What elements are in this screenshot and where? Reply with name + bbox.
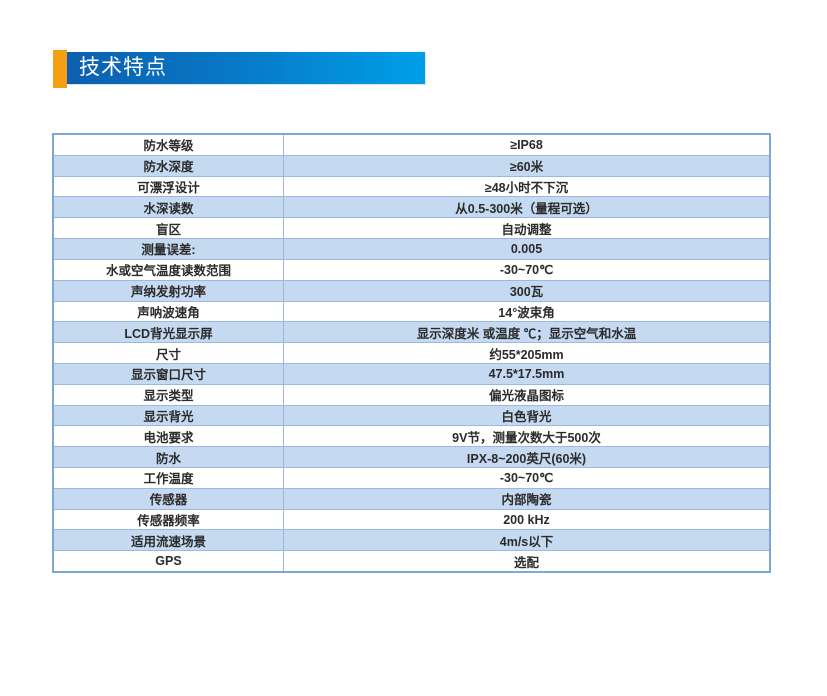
table-row: GPS 选配 (54, 551, 769, 572)
table-row: 显示窗口尺寸 47.5*17.5mm (54, 363, 769, 385)
spec-label-cell: 水深读数 (54, 197, 284, 218)
spec-label-cell: 尺寸 (54, 343, 284, 363)
spec-value-cell: ≥IP68 (510, 137, 543, 152)
spec-value-cell: 选配 (513, 555, 539, 570)
spec-label-cell: 显示背光 (54, 405, 284, 426)
spec-label-cell: 防水等级 (54, 135, 284, 155)
spec-label-cell: 盲区 (54, 218, 284, 239)
table-row: 防水等级 ≥IP68 (54, 135, 769, 156)
table-row: 声呐波速角 14°波束角 (54, 301, 769, 323)
table-row: 尺寸 约55*205mm (54, 343, 769, 364)
spec-label-cell: 测量误差: (54, 239, 284, 259)
spec-label-cell: 适用流速场景 (54, 530, 284, 551)
table-row: 可漂浮设计 ≥48小时不下沉 (54, 176, 769, 198)
spec-label-cell: 声呐波速角 (54, 301, 284, 322)
spec-value-cell: IPX-8~200英尺(60米) (466, 451, 587, 466)
table-row: 适用流速场景 4m/s以下 (54, 530, 769, 552)
table-row: 显示背光 白色背光 (54, 405, 769, 427)
spec-value-cell: ≥48小时不下沉 (484, 181, 569, 196)
table-row: 电池要求 9V节，测量次数大于500次 (54, 426, 769, 448)
table-row: 传感器 内部陶瓷 (54, 488, 769, 510)
table-row: 水深读数 从0.5-300米（量程可选） (54, 197, 769, 219)
spec-label-cell: 防水深度 (54, 155, 284, 176)
table-row: 工作温度 -30~70℃ (54, 468, 769, 489)
spec-value-cell: 47.5*17.5mm (488, 366, 565, 381)
table-row: 声纳发射功率 300瓦 (54, 280, 769, 302)
spec-label-cell: GPS (54, 551, 284, 572)
spec-value-cell: 显示深度米 或温度 ℃；显示空气和水温 (416, 326, 637, 341)
spec-value-cell: -30~70℃ (499, 471, 554, 486)
spec-value-cell: 300瓦 (509, 285, 544, 300)
table-row: 传感器频率 200 kHz (54, 509, 769, 531)
spec-value-cell: 自动调整 (501, 222, 552, 237)
spec-value-cell: 0.005 (510, 241, 543, 256)
spec-value-cell: ≥60米 (509, 160, 544, 175)
section-title: 技术特点 (79, 56, 167, 79)
table-row: LCD背光显示屏 显示深度米 或温度 ℃；显示空气和水温 (54, 322, 769, 344)
spec-label-cell: 显示窗口尺寸 (54, 363, 284, 384)
spec-label-cell: 传感器频率 (54, 509, 284, 530)
spec-value-cell: 偏光液晶图标 (488, 389, 564, 404)
orange-accent-square (53, 50, 67, 88)
spec-value-cell: 4m/s以下 (499, 534, 554, 549)
table-row: 显示类型 偏光液晶图标 (54, 384, 769, 406)
spec-value-cell: 200 kHz (503, 512, 550, 527)
spec-value-cell: 14°波束角 (498, 305, 555, 320)
spec-value-cell: 从0.5-300米（量程可选） (455, 201, 598, 216)
spec-value-cell: -30~70℃ (499, 263, 554, 278)
spec-value-cell: 约55*205mm (489, 347, 564, 362)
section-title-banner: 技术特点 (67, 52, 425, 84)
spec-value-cell: 9V节，测量次数大于500次 (452, 430, 601, 445)
spec-label-cell: 声纳发射功率 (54, 280, 284, 301)
spec-value-cell: 内部陶瓷 (501, 493, 552, 508)
spec-label-cell: LCD背光显示屏 (54, 322, 284, 343)
spec-label-cell: 显示类型 (54, 384, 284, 405)
table-row: 水或空气温度读数范围 -30~70℃ (54, 259, 769, 281)
spec-label-cell: 水或空气温度读数范围 (54, 259, 284, 280)
spec-label-cell: 工作温度 (54, 468, 284, 488)
table-row: 盲区 自动调整 (54, 218, 769, 240)
spec-label-cell: 传感器 (54, 488, 284, 509)
spec-label-cell: 防水 (54, 447, 284, 467)
table-row: 测量误差: 0.005 (54, 239, 769, 260)
spec-value-cell: 白色背光 (501, 409, 552, 424)
spec-label-cell: 可漂浮设计 (54, 176, 284, 197)
table-row: 防水深度 ≥60米 (54, 155, 769, 177)
spec-label-cell: 电池要求 (54, 426, 284, 447)
table-row: 防水 IPX-8~200英尺(60米) (54, 447, 769, 468)
spec-table: 防水等级 ≥IP68 防水深度 ≥60米可漂浮设计 ≥48小时不下沉水深读数 从0.5-3… (52, 133, 771, 573)
